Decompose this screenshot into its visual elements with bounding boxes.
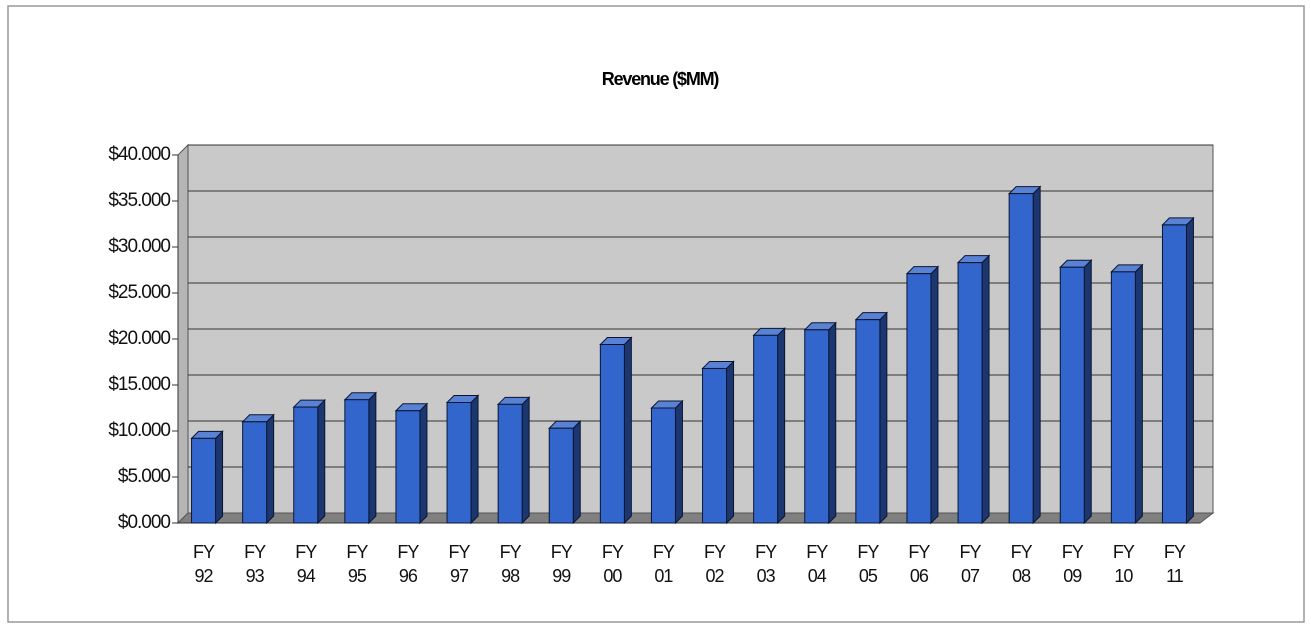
x-tick-label: FY 06 (908, 542, 930, 586)
y-tick-label: $0.000 (118, 512, 171, 533)
bar (804, 329, 830, 524)
bar-side (726, 360, 735, 525)
y-tick-label: $10.000 (108, 420, 170, 441)
bar (242, 421, 268, 524)
x-tick-label: FY 93 (244, 542, 266, 586)
y-tick-label: $40.000 (108, 144, 170, 165)
bar-side (572, 420, 581, 525)
x-tick-label: FY 97 (448, 542, 471, 586)
bar-side (419, 402, 428, 525)
bar-side (317, 398, 326, 525)
bar (293, 406, 319, 524)
bar-side (777, 327, 786, 525)
bar-side (828, 321, 837, 525)
x-tick-label: FY 94 (295, 542, 317, 586)
x-tick-label: FY 10 (1112, 542, 1135, 586)
bar-side (266, 413, 275, 525)
x-tick-label: FY 09 (1061, 542, 1084, 586)
bar (1059, 266, 1085, 524)
bar-side (879, 311, 888, 525)
bar (191, 437, 217, 524)
bar-side (623, 336, 632, 525)
floor (176, 512, 1215, 524)
bar (548, 427, 574, 524)
bar (957, 262, 983, 524)
bar-side (470, 394, 479, 525)
bar (906, 273, 932, 524)
x-tick-label: FY 08 (1010, 542, 1033, 586)
bar (1161, 224, 1187, 524)
x-tick-label: FY 02 (704, 542, 726, 586)
x-tick-label: FY 01 (652, 542, 675, 586)
x-tick-label: FY 07 (959, 542, 982, 586)
bar (599, 344, 625, 524)
bar (855, 319, 881, 524)
x-tick-label: FY 04 (806, 542, 828, 586)
y-tick-label: $20.000 (108, 328, 170, 349)
bar-side (521, 396, 530, 525)
y-tick-label: $5.000 (118, 466, 171, 487)
x-tick-label: FY 03 (755, 542, 777, 586)
bar (702, 367, 728, 524)
bar-side (930, 265, 939, 525)
x-tick-label: FY 95 (346, 542, 368, 586)
bar (753, 334, 779, 524)
x-tick-label: FY 11 (1163, 542, 1186, 586)
y-tick-label: $35.000 (108, 190, 170, 211)
bar-side (215, 430, 224, 525)
bar (650, 407, 676, 524)
x-tick-label: FY 92 (193, 542, 215, 586)
bar-side (1185, 216, 1194, 525)
y-tick-label: $25.000 (108, 282, 170, 303)
bar-side (674, 399, 683, 525)
chart-title: Revenue ($MM) (602, 69, 720, 89)
y-tick-label: $15.000 (108, 374, 170, 395)
bar-side (368, 391, 377, 525)
bar-side (981, 254, 990, 525)
x-tick-label: FY 96 (397, 542, 419, 586)
side-wall (177, 143, 189, 525)
bar (395, 410, 421, 524)
bar-side (1083, 259, 1092, 525)
bar (344, 399, 370, 524)
bar-side (1134, 263, 1143, 525)
x-tick-label: FY 99 (550, 542, 573, 586)
bar (1008, 193, 1034, 524)
bar-side (1032, 185, 1041, 525)
y-tick-label: $30.000 (108, 236, 170, 257)
x-tick-label: FY 00 (601, 542, 624, 586)
bar (497, 403, 523, 524)
bar (1110, 271, 1136, 524)
x-tick-label: FY 05 (857, 542, 879, 586)
bar (446, 401, 472, 524)
x-tick-label: FY 98 (499, 542, 522, 586)
